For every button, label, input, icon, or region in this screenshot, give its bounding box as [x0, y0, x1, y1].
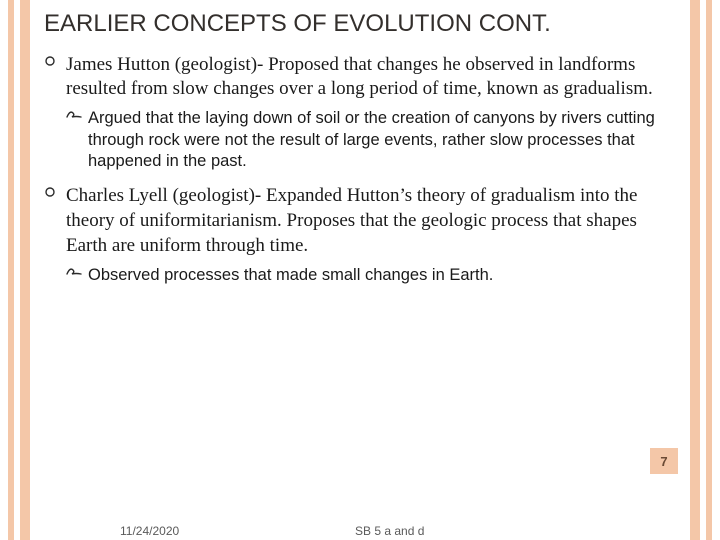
bullet-level2: Observed processes that made small chang…	[66, 265, 676, 286]
bullet-text: James Hutton (geologist)- Proposed that …	[66, 53, 676, 102]
bullet-marker-script-icon	[66, 265, 88, 286]
bullet-text: Charles Lyell (geologist)- Expanded Hutt…	[66, 184, 676, 258]
bullet-marker-circle-icon	[44, 53, 66, 102]
bullet-text: Argued that the laying down of soil or t…	[88, 108, 676, 172]
right-stripe-thick	[690, 0, 700, 540]
footer-code: SB 5 a and d	[355, 524, 424, 538]
bullet-text: Observed processes that made small chang…	[88, 265, 493, 286]
slide-title: EARLIER CONCEPTS OF EVOLUTION CONT.	[44, 10, 676, 39]
page-number: 7	[660, 454, 667, 469]
bullet-level1: James Hutton (geologist)- Proposed that …	[44, 53, 676, 102]
footer-date: 11/24/2020	[120, 524, 179, 538]
right-stripe-thin	[706, 0, 712, 540]
bullet-marker-circle-icon	[44, 184, 66, 258]
page-number-badge: 7	[650, 448, 678, 474]
bullet-level2: Argued that the laying down of soil or t…	[66, 108, 676, 172]
bullet-marker-script-icon	[66, 108, 88, 172]
left-stripe-thick	[20, 0, 30, 540]
bullet-level1: Charles Lyell (geologist)- Expanded Hutt…	[44, 184, 676, 258]
slide-content: EARLIER CONCEPTS OF EVOLUTION CONT. Jame…	[44, 10, 676, 298]
left-stripe-thin	[8, 0, 14, 540]
